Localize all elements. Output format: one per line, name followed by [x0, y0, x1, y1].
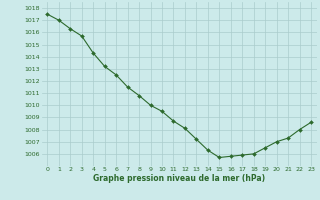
X-axis label: Graphe pression niveau de la mer (hPa): Graphe pression niveau de la mer (hPa) — [93, 174, 265, 183]
